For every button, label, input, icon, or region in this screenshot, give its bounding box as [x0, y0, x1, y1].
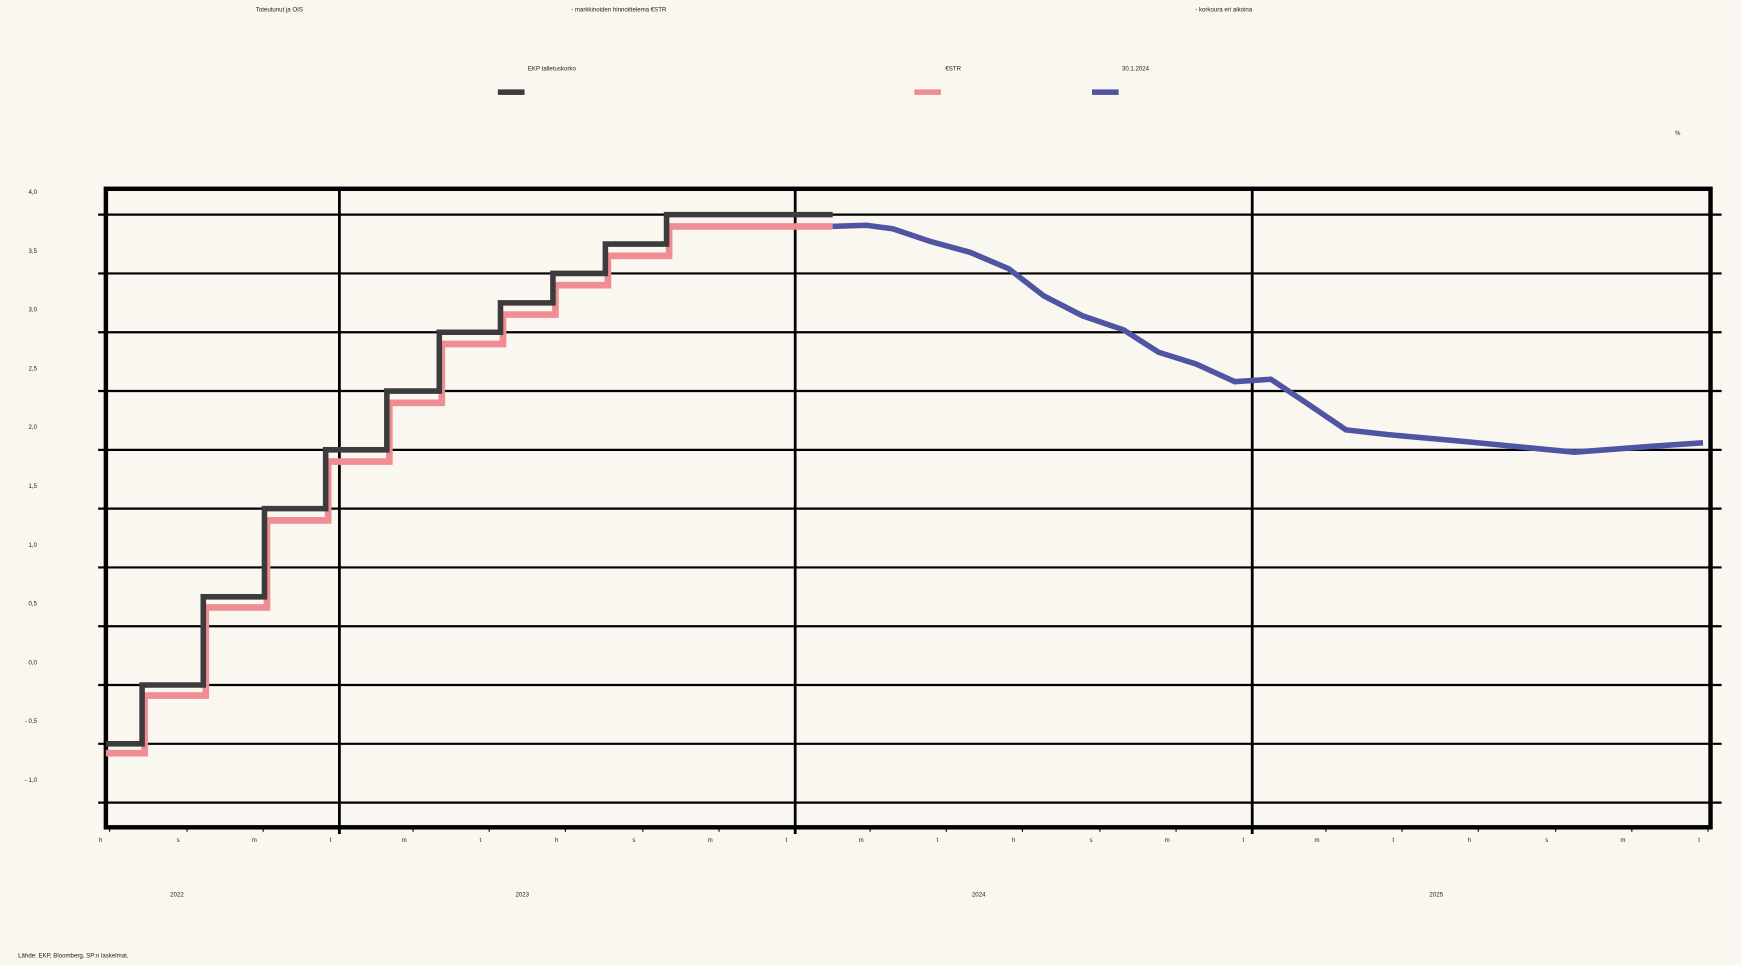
x-tick-label: t — [785, 837, 787, 844]
x-tick-label: m — [402, 837, 407, 844]
y-tick-label: - 0,5 — [25, 718, 38, 725]
subtitle: - korkoura eri aikoina — [1195, 7, 1253, 14]
x-tick-label: m — [1165, 837, 1170, 844]
y-tick-label: 3,5 — [29, 248, 38, 255]
x-tick-label: m — [859, 837, 864, 844]
x-tick-label: s — [1089, 837, 1092, 844]
legend-swatch — [1091, 89, 1119, 95]
y-tick-label: 4,0 — [29, 189, 38, 196]
subtitle: Toteutunut ja OIS — [256, 7, 303, 14]
year-label: 2025 — [1429, 892, 1443, 899]
y-tick-label: 2,5 — [29, 365, 38, 372]
x-tick-label: s — [1545, 837, 1548, 844]
y-tick-label: 1,0 — [29, 542, 38, 549]
y-tick-label: 0,0 — [29, 659, 38, 666]
x-tick-label: m — [252, 837, 257, 844]
x-tick-label: t — [480, 837, 482, 844]
x-tick-label: t — [937, 837, 939, 844]
x-tick-label: t — [1392, 837, 1394, 844]
x-tick-label: m — [1620, 837, 1625, 844]
year-label: 2024 — [972, 892, 986, 899]
x-tick-label: t — [1698, 837, 1700, 844]
year-label: 2023 — [516, 892, 530, 899]
y-tick-label: 0,5 — [29, 601, 38, 608]
legend-label: EKP talletuskorko — [528, 65, 577, 72]
series-line — [105, 223, 833, 757]
x-tick-label: h — [1012, 837, 1015, 844]
x-tick-label: m — [708, 837, 713, 844]
year-label: 2022 — [170, 892, 184, 899]
unit-label: % — [1675, 130, 1681, 137]
y-tick-label: 2,0 — [29, 424, 38, 431]
y-tick-label: 1,5 — [29, 483, 38, 490]
x-tick-label: h — [99, 837, 102, 844]
x-tick-label: s — [632, 837, 635, 844]
x-tick-label: t — [1242, 837, 1244, 844]
series-line — [832, 222, 1704, 455]
x-tick-label: s — [177, 837, 180, 844]
source: Lähde: EKP, Bloomberg, SP:n laskelmat. — [18, 953, 129, 960]
x-tick-label: h — [1468, 837, 1471, 844]
x-tick-label: h — [555, 837, 558, 844]
series-line — [105, 211, 833, 747]
subtitle: - markkinoiden hinnoittelema €STR — [571, 7, 667, 14]
legend-label: €STR — [945, 65, 961, 72]
x-tick-label: m — [1314, 837, 1319, 844]
y-tick-label: 3,0 — [29, 307, 38, 314]
x-tick-label: t — [330, 837, 332, 844]
legend-swatch — [497, 89, 525, 95]
legend-label: 30.1.2024 — [1122, 65, 1150, 72]
legend-swatch — [914, 89, 941, 95]
y-tick-label: - 1,0 — [25, 777, 38, 784]
